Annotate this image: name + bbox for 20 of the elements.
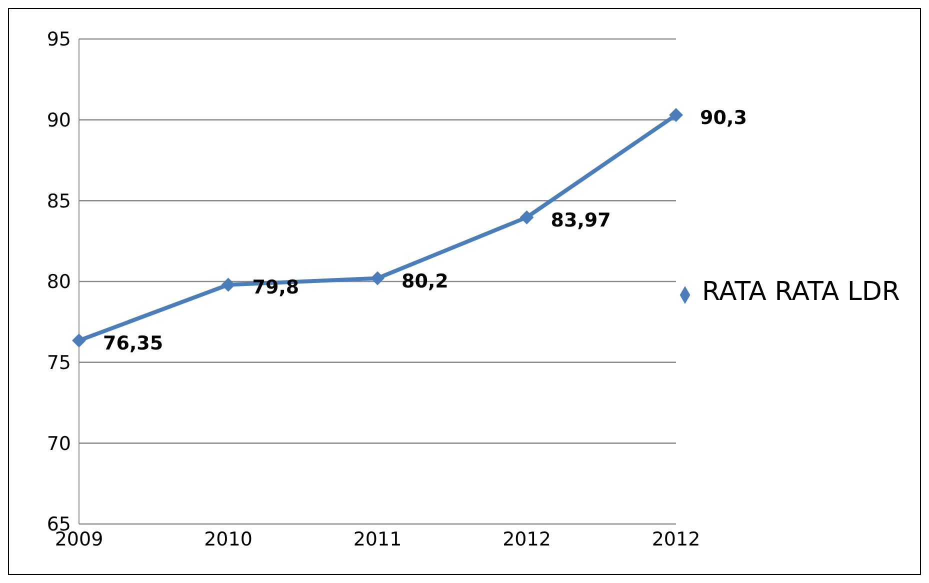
- y-tick-label: 75: [46, 352, 71, 374]
- y-tick-label: 90: [46, 110, 71, 132]
- data-label: 76,35: [103, 332, 164, 355]
- data-label: 83,97: [550, 209, 611, 232]
- point: [221, 278, 236, 292]
- y-tick-label: 80: [46, 271, 71, 294]
- point: [669, 108, 684, 122]
- x-tick-label: 2011: [353, 528, 402, 550]
- legend-label: RATA RATA LDR: [702, 276, 900, 306]
- y-tick-label: 95: [46, 28, 71, 51]
- point: [370, 271, 385, 286]
- point: [520, 210, 534, 224]
- x-tick-label: 2012: [652, 528, 700, 550]
- data-label: 90,3: [700, 106, 747, 129]
- x-tick-label: 2012: [502, 528, 551, 550]
- data-label: 80,2: [402, 270, 448, 292]
- point: [72, 334, 86, 348]
- x-tick-label: 2010: [204, 528, 252, 550]
- y-tick-label: 70: [46, 432, 71, 455]
- y-tick-label: 85: [46, 190, 71, 212]
